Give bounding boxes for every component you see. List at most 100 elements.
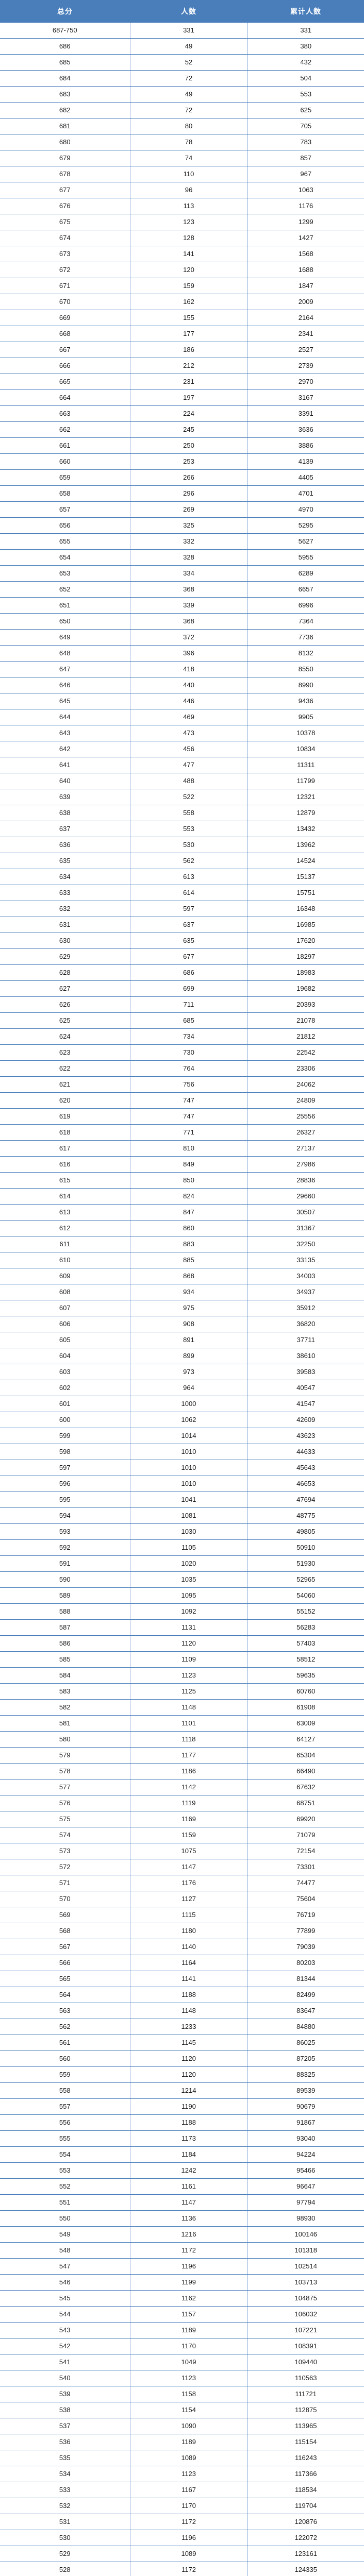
cell-cumulative: 19682 <box>247 980 364 997</box>
table-row: 635 562 14524 <box>0 853 364 869</box>
cell-score: 546 <box>0 2274 130 2291</box>
cell-score: 588 <box>0 1603 130 1620</box>
table-row: 553 1242 95466 <box>0 2162 364 2179</box>
cell-count: 1186 <box>130 1763 248 1780</box>
table-row: 645 446 9436 <box>0 693 364 709</box>
table-row: 533 1167 118534 <box>0 2482 364 2498</box>
cell-cumulative: 967 <box>247 166 364 182</box>
cell-score: 638 <box>0 805 130 821</box>
table-row: 538 1154 112875 <box>0 2402 364 2418</box>
cell-score: 665 <box>0 374 130 390</box>
cell-score: 634 <box>0 869 130 885</box>
table-row: 548 1172 101318 <box>0 2242 364 2259</box>
cell-cumulative: 118534 <box>247 2482 364 2498</box>
cell-cumulative: 5295 <box>247 517 364 534</box>
cell-score: 581 <box>0 1715 130 1732</box>
cell-score: 580 <box>0 1731 130 1748</box>
cell-cumulative: 15751 <box>247 885 364 901</box>
cell-score: 653 <box>0 565 130 582</box>
cell-count: 637 <box>130 917 248 933</box>
cell-score: 544 <box>0 2306 130 2323</box>
cell-count: 1184 <box>130 2146 248 2163</box>
cell-score: 531 <box>0 2514 130 2530</box>
cell-cumulative: 103713 <box>247 2274 364 2291</box>
cell-score: 599 <box>0 1428 130 1444</box>
cell-score: 592 <box>0 1539 130 1556</box>
cell-score: 545 <box>0 2290 130 2307</box>
table-row: 639 522 12321 <box>0 789 364 805</box>
cell-count: 72 <box>130 70 248 87</box>
cell-cumulative: 73301 <box>247 1859 364 1875</box>
cell-score: 556 <box>0 2114 130 2131</box>
table-row: 681 80 705 <box>0 118 364 134</box>
table-row: 602 964 40547 <box>0 1380 364 1396</box>
cell-cumulative: 111721 <box>247 2386 364 2402</box>
table-row: 611 883 32250 <box>0 1236 364 1252</box>
cell-cumulative: 31367 <box>247 1220 364 1236</box>
cell-count: 1214 <box>130 2082 248 2099</box>
table-row: 576 1119 68751 <box>0 1795 364 1811</box>
cell-cumulative: 1427 <box>247 230 364 246</box>
cell-count: 1159 <box>130 1827 248 1843</box>
cell-count: 1014 <box>130 1428 248 1444</box>
cell-score: 666 <box>0 358 130 374</box>
table-row: 571 1176 74477 <box>0 1875 364 1891</box>
cell-count: 212 <box>130 358 248 374</box>
cell-score: 686 <box>0 38 130 55</box>
cell-score: 636 <box>0 837 130 853</box>
table-row: 609 868 34003 <box>0 1268 364 1284</box>
column-header-score: 总分 <box>0 0 130 23</box>
cell-count: 331 <box>130 23 248 39</box>
table-row: 567 1140 79039 <box>0 1939 364 1955</box>
cell-count: 522 <box>130 789 248 805</box>
cell-cumulative: 89539 <box>247 2082 364 2099</box>
cell-cumulative: 3391 <box>247 405 364 422</box>
cell-cumulative: 29660 <box>247 1188 364 1205</box>
cell-score: 574 <box>0 1827 130 1843</box>
cell-score: 663 <box>0 405 130 422</box>
cell-score: 624 <box>0 1028 130 1045</box>
cell-count: 128 <box>130 230 248 246</box>
cell-count: 1125 <box>130 1683 248 1700</box>
cell-cumulative: 9905 <box>247 709 364 725</box>
cell-score: 570 <box>0 1891 130 1907</box>
cell-score: 569 <box>0 1907 130 1923</box>
cell-cumulative: 24062 <box>247 1076 364 1093</box>
cell-count: 699 <box>130 980 248 997</box>
cell-cumulative: 72154 <box>247 1843 364 1859</box>
cell-cumulative: 79039 <box>247 1939 364 1955</box>
cell-cumulative: 331 <box>247 23 364 39</box>
cell-cumulative: 3636 <box>247 421 364 438</box>
cell-count: 1167 <box>130 2482 248 2498</box>
cell-count: 368 <box>130 613 248 630</box>
table-row: 563 1148 83647 <box>0 2003 364 2019</box>
cell-count: 1189 <box>130 2322 248 2338</box>
table-row: 562 1233 84880 <box>0 2019 364 2035</box>
cell-cumulative: 46653 <box>247 1476 364 1492</box>
cell-count: 113 <box>130 198 248 214</box>
cell-count: 756 <box>130 1076 248 1093</box>
table-row: 618 771 26327 <box>0 1124 364 1141</box>
cell-score: 597 <box>0 1460 130 1476</box>
cell-score: 656 <box>0 517 130 534</box>
cell-count: 1190 <box>130 2098 248 2115</box>
cell-count: 883 <box>130 1236 248 1252</box>
table-row: 664 197 3167 <box>0 389 364 406</box>
cell-cumulative: 26327 <box>247 1124 364 1141</box>
table-row: 617 810 27137 <box>0 1140 364 1157</box>
table-row: 542 1170 108391 <box>0 2338 364 2354</box>
cell-score: 641 <box>0 757 130 773</box>
cell-cumulative: 1063 <box>247 182 364 198</box>
cell-cumulative: 22542 <box>247 1044 364 1061</box>
cell-count: 1035 <box>130 1571 248 1588</box>
cell-score: 605 <box>0 1332 130 1348</box>
cell-score: 578 <box>0 1763 130 1780</box>
cell-cumulative: 90679 <box>247 2098 364 2115</box>
cell-count: 1081 <box>130 1507 248 1524</box>
cell-count: 1196 <box>130 2258 248 2275</box>
cell-cumulative: 59635 <box>247 1667 364 1684</box>
cell-cumulative: 2009 <box>247 294 364 310</box>
cell-count: 1136 <box>130 2210 248 2227</box>
cell-count: 339 <box>130 597 248 614</box>
